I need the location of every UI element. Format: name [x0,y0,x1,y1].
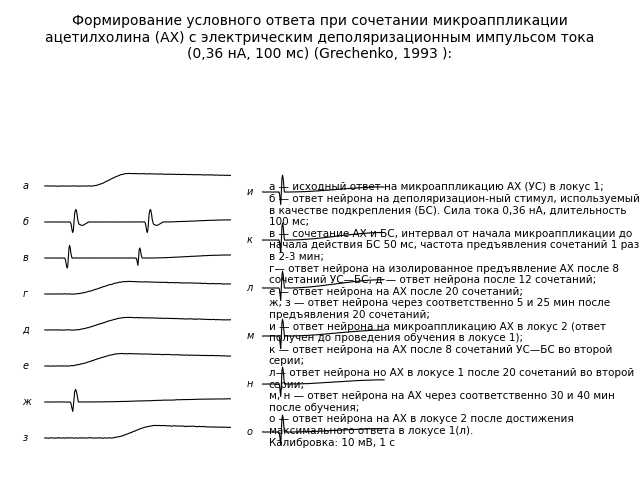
Text: ж: ж [22,397,31,407]
Text: в: в [22,253,28,263]
Text: д: д [22,325,29,335]
Text: г: г [22,289,28,299]
Text: з: з [22,433,28,443]
Text: м: м [246,331,254,341]
Text: н: н [246,379,253,389]
Text: о: о [246,427,252,437]
Text: л: л [246,283,253,293]
Text: а — исходный ответ на микроаппликацию АХ (УС) в локус 1;
б — ответ нейрона на де: а — исходный ответ на микроаппликацию АХ… [269,182,639,447]
Text: и: и [246,187,253,197]
Text: к: к [246,235,252,245]
Text: е: е [22,361,28,371]
Text: Формирование условного ответа при сочетании микроаппликации
ацетилхолина (АХ) с : Формирование условного ответа при сочета… [45,14,595,61]
Text: б: б [22,217,28,227]
Text: а: а [22,181,28,191]
